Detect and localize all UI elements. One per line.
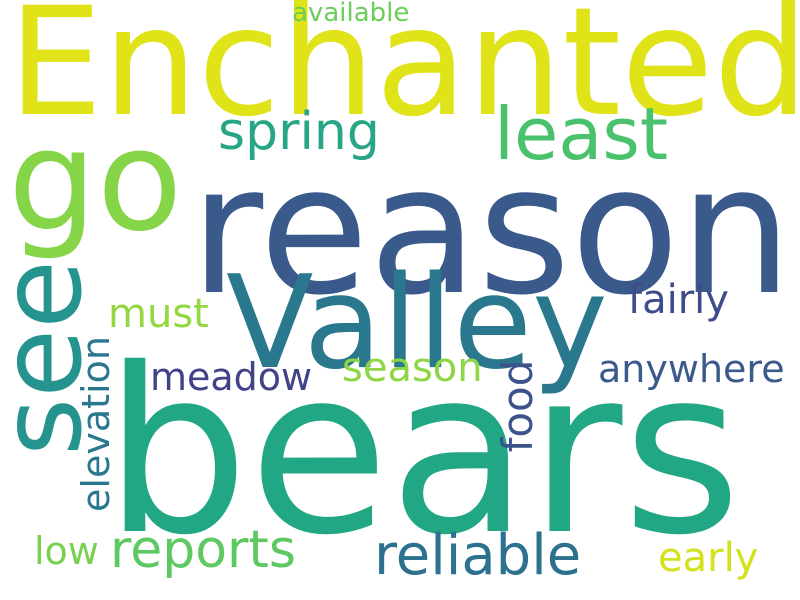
word-low: low [34, 529, 99, 573]
word-early: early [658, 535, 759, 581]
word-must: must [108, 291, 209, 337]
word-enchanted: Enchanted [8, 0, 800, 150]
word-bears: bears [104, 319, 742, 585]
word-meadow: meadow [150, 355, 313, 399]
word-season: season [342, 345, 483, 391]
word-available: available [292, 0, 410, 28]
word-least: least [494, 92, 669, 176]
word-spring: spring [218, 102, 380, 162]
word-anywhere: anywhere [598, 347, 785, 391]
word-go: go [8, 100, 183, 263]
word-reason: reason [190, 127, 793, 334]
word-reports: reports [110, 520, 296, 580]
word-valley: Valley [226, 249, 608, 398]
word-elevation: elevation [74, 336, 118, 512]
word-food: food [493, 359, 542, 453]
word-reliable: reliable [374, 523, 582, 588]
word-fairly: fairly [628, 277, 729, 323]
